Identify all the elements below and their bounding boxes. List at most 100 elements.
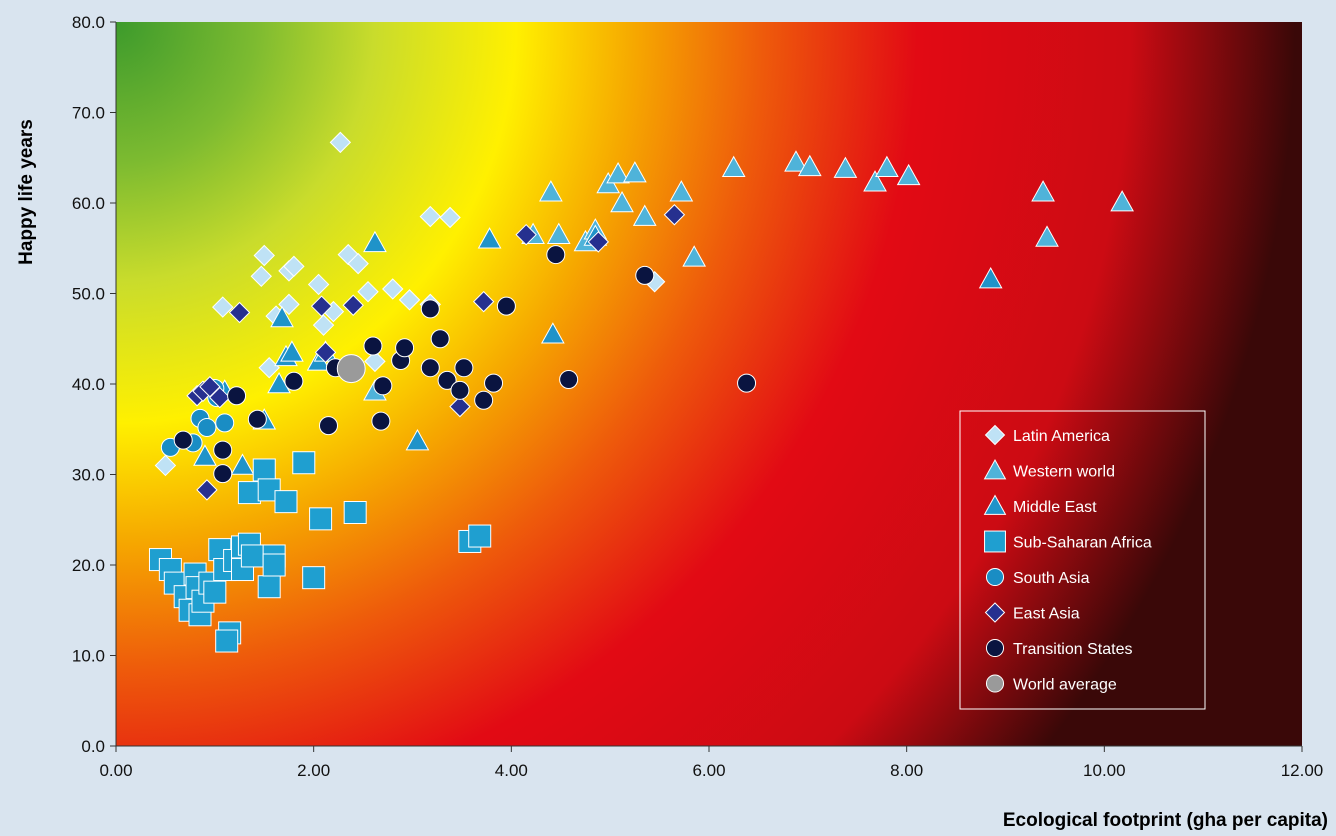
legend-label-transition-states: Transition States: [1013, 641, 1132, 658]
point-sub-saharan-africa: [257, 575, 281, 599]
point-western-world: [669, 180, 694, 202]
point-world-average: [336, 354, 366, 384]
point-transition-states: [635, 265, 655, 285]
legend-marker-transition-states: [985, 638, 1005, 658]
point-transition-states: [437, 370, 457, 390]
point-sub-saharan-africa: [215, 629, 239, 653]
point-transition-states: [213, 464, 233, 484]
point-latin-america: [398, 289, 421, 311]
point-western-world: [1031, 180, 1055, 202]
point-transition-states: [371, 411, 391, 431]
point-western-world: [784, 150, 808, 172]
y-tick-label: 80.0: [72, 13, 105, 32]
point-western-world: [610, 190, 634, 213]
point-middle-east: [477, 227, 502, 249]
series-western-world: [363, 150, 1134, 401]
point-east-asia: [342, 294, 364, 316]
x-tick-label: 12.00: [1281, 761, 1324, 780]
point-transition-states: [474, 390, 494, 410]
point-western-world: [863, 170, 887, 192]
point-latin-america: [419, 205, 441, 228]
point-western-world: [797, 154, 822, 177]
point-middle-east: [363, 230, 387, 253]
point-east-asia: [314, 341, 337, 364]
y-tick-label: 0.0: [81, 737, 105, 756]
point-middle-east: [280, 340, 304, 362]
point-south-asia: [215, 413, 235, 433]
point-east-asia: [587, 231, 610, 253]
x-tick-label: 6.00: [692, 761, 725, 780]
legend-label-south-asia: South Asia: [1013, 570, 1090, 587]
x-axis-title: Ecological footprint (gha per capita): [1003, 810, 1328, 831]
x-tick-label: 10.00: [1083, 761, 1126, 780]
point-sub-saharan-africa: [309, 507, 333, 531]
point-latin-america: [439, 206, 461, 229]
data-marks: [148, 131, 1134, 653]
point-latin-america: [250, 265, 272, 288]
point-middle-east: [230, 453, 255, 475]
point-transition-states: [737, 373, 757, 393]
point-sub-saharan-africa: [262, 553, 286, 577]
point-transition-states: [496, 296, 516, 316]
legend: Latin America Western world Middle East Sub…: [959, 410, 1206, 710]
point-transition-states: [450, 380, 470, 400]
y-tick-label: 60.0: [72, 194, 105, 213]
y-tick-label: 20.0: [72, 556, 105, 575]
x-tick-label: 0.00: [99, 761, 132, 780]
point-middle-east: [270, 305, 294, 328]
point-sub-saharan-africa: [252, 458, 276, 482]
point-east-asia: [663, 204, 686, 226]
point-transition-states: [284, 371, 304, 391]
point-western-world: [682, 245, 707, 267]
point-transition-states: [395, 338, 415, 358]
point-east-asia: [449, 395, 471, 418]
x-tick-label: 2.00: [297, 761, 330, 780]
point-latin-america: [154, 454, 177, 477]
point-sub-saharan-africa: [240, 544, 264, 568]
point-latin-america: [283, 255, 305, 278]
point-western-world: [896, 163, 921, 186]
point-latin-america: [347, 252, 369, 275]
point-transition-states: [363, 336, 383, 356]
point-south-asia: [197, 417, 217, 437]
point-transition-states: [484, 373, 504, 393]
point-transition-states: [420, 358, 440, 378]
point-western-world: [721, 155, 746, 178]
point-transition-states: [420, 299, 440, 319]
point-east-asia: [209, 386, 231, 409]
point-western-world: [1035, 225, 1059, 247]
legend-label-latin-america: Latin America: [1013, 428, 1110, 445]
point-latin-america: [329, 131, 352, 154]
point-sub-saharan-africa: [292, 451, 316, 475]
point-transition-states: [318, 416, 338, 436]
point-transition-states: [559, 369, 579, 389]
point-latin-america: [307, 273, 330, 296]
point-middle-east: [540, 322, 565, 344]
point-transition-states: [454, 358, 474, 378]
legend-marker-world-average: [985, 674, 1005, 693]
point-western-world: [623, 161, 647, 183]
point-sub-saharan-africa: [237, 481, 261, 505]
point-western-world: [632, 204, 657, 226]
legend-box: [959, 410, 1206, 710]
legend-marker-sub-saharan-africa: [984, 530, 1006, 553]
legend-marker-middle-east: [983, 494, 1007, 515]
point-latin-america: [253, 244, 275, 267]
x-tick-label: 8.00: [890, 761, 923, 780]
point-sub-saharan-africa: [274, 490, 298, 514]
x-tick-label: 4.00: [495, 761, 528, 780]
point-transition-states: [247, 409, 267, 429]
y-tick-label: 70.0: [72, 104, 105, 123]
point-western-world: [833, 156, 858, 178]
point-western-world: [546, 222, 571, 244]
series-transition-states: [173, 245, 757, 484]
point-sub-saharan-africa: [302, 566, 326, 590]
point-middle-east: [405, 428, 430, 451]
legend-marker-western-world: [983, 459, 1007, 480]
point-east-asia: [310, 295, 333, 317]
series-latin-america: [154, 131, 666, 477]
series-sub-saharan-africa: [148, 451, 492, 653]
point-transition-states: [227, 386, 247, 406]
point-transition-states: [213, 440, 233, 460]
